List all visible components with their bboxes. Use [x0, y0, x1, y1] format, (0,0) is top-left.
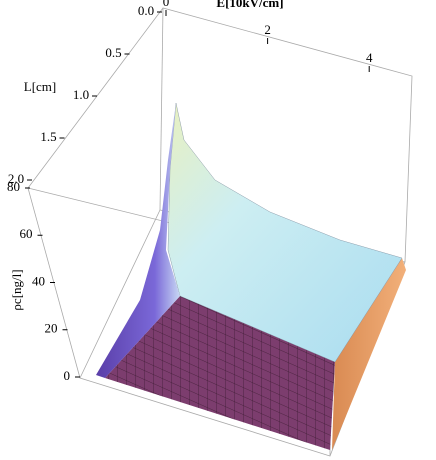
- tick-label: 4: [366, 50, 373, 65]
- tick-label: 0: [163, 0, 170, 9]
- tick-label: 60: [20, 226, 33, 241]
- tick-label: 2: [264, 22, 271, 37]
- tick-label: 1.0: [73, 87, 89, 102]
- tick-label: 0: [64, 368, 71, 383]
- x-axis-label: E[10kV/cm]: [216, 0, 283, 10]
- tick-label: 2.0: [8, 171, 24, 186]
- z-axis-label: ρc[ng/l]: [9, 269, 24, 310]
- tick-label: 1.5: [40, 129, 56, 144]
- tick-label: 0.5: [105, 45, 121, 60]
- y-axis-label: L[cm]: [24, 79, 56, 94]
- tick-label: 40: [32, 273, 45, 288]
- tick-label: 0.0: [138, 3, 154, 18]
- surface: [96, 102, 406, 450]
- tick-label: 20: [45, 321, 58, 336]
- tick-label: 80: [7, 179, 20, 194]
